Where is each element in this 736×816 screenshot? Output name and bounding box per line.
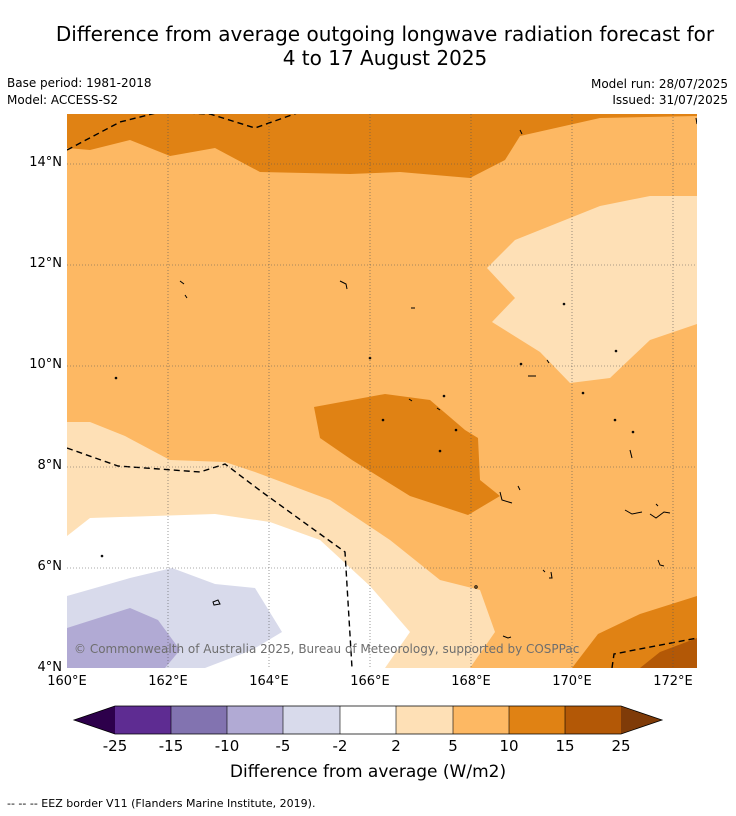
title-line-2: 4 to 17 August 2025: [282, 46, 488, 70]
colorbar-swatch: [283, 706, 340, 734]
colorbar-title: Difference from average (W/m2): [229, 762, 507, 782]
band-15-25-southeast: [640, 638, 697, 668]
lon-label-164e: 164°E: [249, 674, 289, 689]
colorbar-swatch: [171, 706, 227, 734]
colorbar-label: -15: [158, 737, 184, 755]
chart-title: Difference from average outgoing longwav…: [30, 22, 736, 70]
lat-label-14n: 14°N: [29, 155, 62, 170]
contour-field: [67, 114, 697, 668]
colorbar-swatch: [396, 706, 453, 734]
lon-label-170e: 170°E: [552, 674, 592, 689]
colorbar: [72, 705, 664, 735]
colorbar-swatch: [453, 706, 509, 734]
colorbar-swatch: [509, 706, 565, 734]
lon-label-160e: 160°E: [47, 674, 87, 689]
lat-label-4n: 4°N: [37, 660, 63, 675]
model-run: Model run: 28/07/2025: [590, 77, 728, 91]
band-10-15-central: [314, 394, 500, 515]
colorbar-swatch: [227, 706, 283, 734]
colorbar-label: 15: [555, 737, 575, 755]
eez-border-lines: [67, 114, 697, 668]
lon-label-162e: 162°E: [148, 674, 188, 689]
lat-label-10n: 10°N: [29, 357, 62, 372]
eez-footnote: -- -- -- EEZ border V11 (Flanders Marine…: [7, 797, 316, 810]
island-outlines: [100, 117, 697, 639]
graticule: [67, 114, 697, 668]
band-2-5-east: [487, 196, 697, 383]
model-name: Model: ACCESS-S2: [7, 93, 119, 107]
colorbar-label: 5: [448, 737, 458, 755]
colorbar-swatch: [340, 706, 396, 734]
lat-label-12n: 12°N: [29, 256, 62, 271]
colorbar-low-extend: [74, 706, 115, 734]
colorbar-label: -2: [332, 737, 348, 755]
band-minus10-minus5: [67, 608, 180, 668]
title-line-1: Difference from average outgoing longwav…: [55, 22, 715, 46]
colorbar-label: -25: [102, 737, 128, 755]
lon-label-166e: 166°E: [350, 674, 390, 689]
lat-label-6n: 6°N: [37, 559, 63, 574]
colorbar-high-extend: [621, 706, 662, 734]
colorbar-label: 2: [391, 737, 401, 755]
colorbar-label: -10: [214, 737, 240, 755]
issued-date: Issued: 31/07/2025: [612, 93, 728, 107]
base-period: Base period: 1981-2018: [7, 76, 152, 90]
colorbar-label: 25: [611, 737, 631, 755]
band-10-15-north: [67, 114, 697, 178]
lon-label-172e: 172°E: [653, 674, 693, 689]
lat-label-8n: 8°N: [37, 458, 63, 473]
colorbar-label: 10: [499, 737, 519, 755]
colorbar-swatch: [115, 706, 171, 734]
copyright-notice: © Commonwealth of Australia 2025, Bureau…: [74, 642, 579, 656]
colorbar-swatch: [565, 706, 621, 734]
lon-label-168e: 168°E: [451, 674, 491, 689]
colorbar-label: -5: [275, 737, 291, 755]
